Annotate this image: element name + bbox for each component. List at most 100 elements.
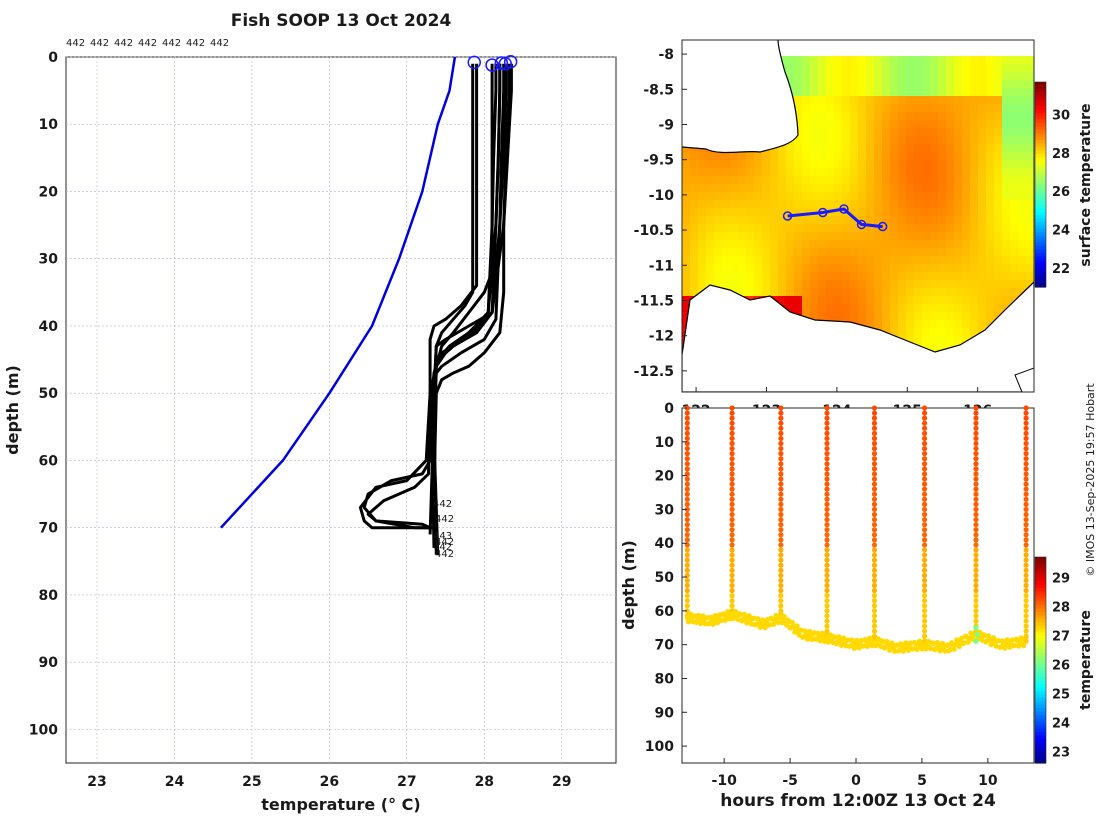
sst-cell xyxy=(810,144,818,152)
section-dot xyxy=(973,461,979,467)
section-dot xyxy=(973,582,979,589)
section-dot xyxy=(1023,506,1029,513)
sst-cell xyxy=(722,272,730,280)
sst-cell xyxy=(914,56,922,64)
sst-cell xyxy=(874,232,882,240)
sst-cell xyxy=(978,64,986,72)
section-dot xyxy=(1023,496,1029,502)
section-dot xyxy=(729,405,735,411)
sst-cell xyxy=(954,88,962,96)
sst-cell xyxy=(1026,216,1034,224)
section-axes-box xyxy=(681,407,1035,764)
sst-cell xyxy=(1026,104,1034,112)
sst-cell xyxy=(858,320,866,328)
section-dot xyxy=(729,537,735,543)
sst-cell xyxy=(834,64,842,72)
sst-cell xyxy=(746,280,754,288)
section-dot xyxy=(871,481,878,487)
sst-cell xyxy=(874,176,882,184)
sst-cell xyxy=(866,208,874,216)
section-dot xyxy=(1023,435,1029,442)
sst-cell xyxy=(906,296,914,304)
section-dot xyxy=(778,562,784,568)
sst-cell xyxy=(866,80,874,88)
sst-cell xyxy=(834,176,842,184)
sst-cell xyxy=(826,168,834,176)
sst-cell xyxy=(946,56,954,64)
sst-cell xyxy=(970,168,978,176)
sst-cell xyxy=(802,272,810,280)
sst-cell xyxy=(906,88,914,96)
sst-cell xyxy=(978,160,986,168)
sst-cell xyxy=(1002,216,1010,224)
sst-cell xyxy=(1010,216,1018,224)
sst-cell xyxy=(866,160,874,168)
section-colorbar-tick: 23 xyxy=(1052,745,1070,760)
sst-cell xyxy=(986,104,994,112)
sst-cell xyxy=(850,168,858,176)
section-dot xyxy=(921,547,928,553)
sst-cell xyxy=(690,224,698,232)
section-colorbar-swatch xyxy=(1035,680,1046,685)
sst-cell xyxy=(938,312,946,320)
sst-cell xyxy=(762,176,770,184)
section-dot xyxy=(973,598,979,604)
sst-cell xyxy=(850,200,858,208)
sst-cell xyxy=(962,304,970,312)
sst-cell xyxy=(898,168,906,176)
sst-cell xyxy=(986,72,994,80)
sst-cell xyxy=(882,312,890,320)
section-dot xyxy=(729,420,735,426)
sst-cell xyxy=(938,208,946,216)
section-dot xyxy=(871,516,878,523)
sst-cell xyxy=(946,280,954,288)
sst-cell xyxy=(698,232,706,240)
sst-cell xyxy=(898,104,906,112)
sst-cell xyxy=(714,216,722,224)
sst-cell xyxy=(978,192,986,200)
sst-cell xyxy=(866,288,874,296)
sst-cell xyxy=(698,272,706,280)
sst-cell xyxy=(722,232,730,240)
sst-cell xyxy=(802,88,810,96)
sst-cell xyxy=(698,240,706,248)
sst-cell xyxy=(994,152,1002,160)
sst-cell xyxy=(922,136,930,144)
sst-cell xyxy=(922,240,930,248)
sst-cell xyxy=(946,112,954,120)
sst-cell xyxy=(898,280,906,288)
sst-cell xyxy=(1026,160,1034,168)
sst-cell xyxy=(946,296,954,304)
section-dot xyxy=(973,456,979,462)
sst-cell xyxy=(706,152,714,160)
section-dot xyxy=(973,537,979,543)
sst-cell xyxy=(906,64,914,72)
section-dot xyxy=(824,430,830,436)
sst-cell xyxy=(938,80,946,88)
sst-cell xyxy=(922,224,930,232)
sst-cell xyxy=(1002,112,1010,120)
sst-cell xyxy=(794,208,802,216)
sst-cell xyxy=(850,296,858,304)
sst-cell xyxy=(802,312,810,320)
section-dot xyxy=(921,425,928,431)
sst-cell xyxy=(834,120,842,128)
section-dot xyxy=(973,481,979,487)
sst-cell xyxy=(690,272,698,280)
sst-cell xyxy=(898,248,906,256)
sst-cell xyxy=(682,240,690,248)
sst-cell xyxy=(866,152,874,160)
section-dot xyxy=(973,405,979,411)
sst-cell xyxy=(834,216,842,224)
section-dot xyxy=(871,598,878,604)
sst-cell xyxy=(802,280,810,288)
section-dot xyxy=(729,598,735,604)
section-colorbar-tick: 24 xyxy=(1052,716,1070,731)
section-dot xyxy=(729,511,735,518)
sst-cell xyxy=(882,136,890,144)
sst-cell xyxy=(810,288,818,296)
sst-cell xyxy=(786,232,794,240)
sst-cell xyxy=(794,200,802,208)
sst-cell xyxy=(890,104,898,112)
section-dot xyxy=(778,435,784,442)
